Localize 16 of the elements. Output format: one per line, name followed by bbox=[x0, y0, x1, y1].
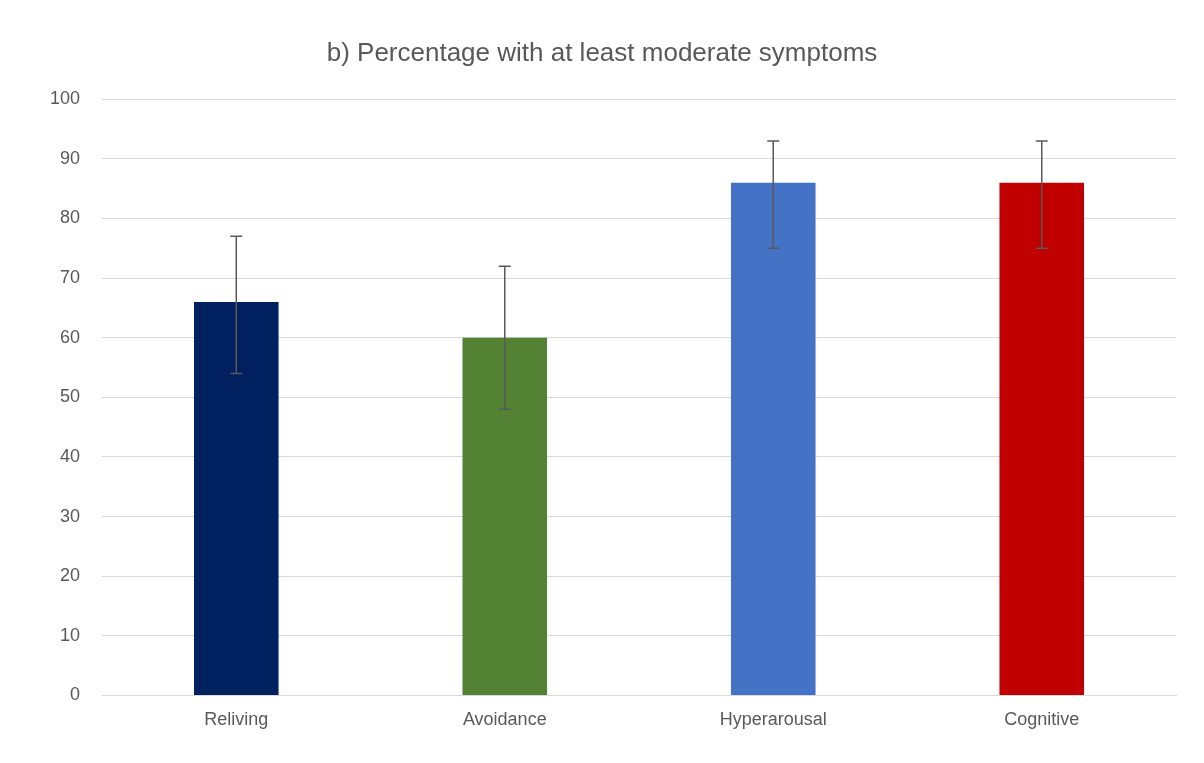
chart-title: b) Percentage with at least moderate symptoms bbox=[326, 36, 878, 67]
y-tick-label: 10 bbox=[60, 624, 81, 645]
x-tick-label: Avoidance bbox=[462, 709, 547, 730]
y-tick-label: 100 bbox=[49, 88, 81, 109]
y-tick-label: 0 bbox=[70, 684, 81, 705]
x-tick-label: Reliving bbox=[204, 709, 269, 730]
y-tick-label: 30 bbox=[60, 505, 81, 526]
x-tick-label: Hyperarousal bbox=[719, 709, 827, 730]
y-tick-label: 40 bbox=[60, 445, 81, 466]
y-tick-label: 20 bbox=[60, 565, 81, 586]
y-tick-label: 60 bbox=[60, 326, 81, 347]
x-tick-label: Cognitive bbox=[1004, 709, 1080, 730]
y-tick-label: 70 bbox=[60, 267, 81, 288]
y-tick-label: 50 bbox=[60, 386, 81, 407]
y-tick-label: 90 bbox=[60, 147, 81, 168]
y-tick-label: 80 bbox=[60, 207, 81, 228]
